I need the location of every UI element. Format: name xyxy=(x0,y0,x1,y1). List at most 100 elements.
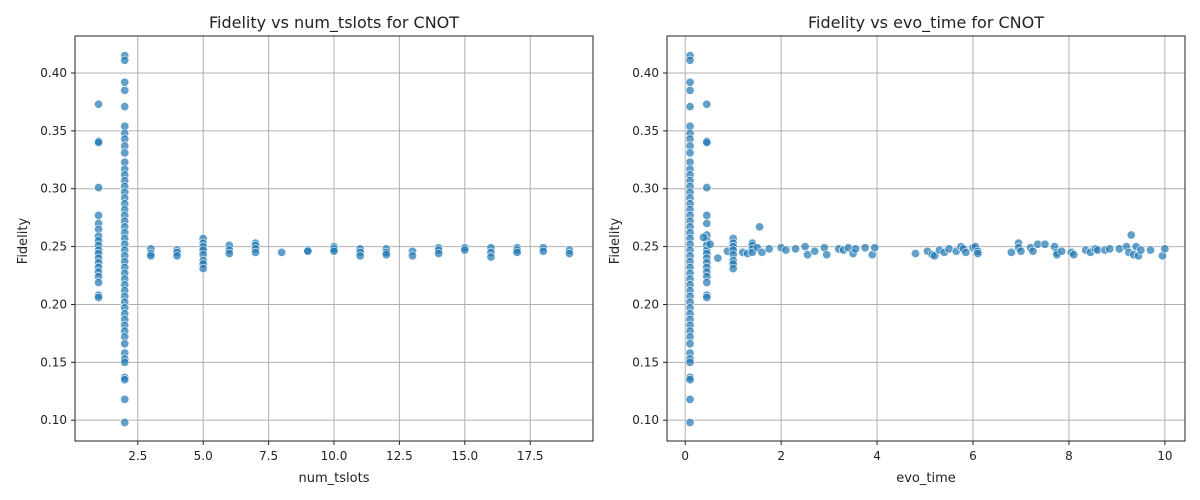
data-point xyxy=(973,249,983,259)
y-tick-label: 0.15 xyxy=(40,355,67,369)
data-point xyxy=(1126,230,1136,240)
data-point xyxy=(512,247,522,257)
data-point xyxy=(94,277,104,287)
data-point xyxy=(564,249,574,259)
data-point xyxy=(860,243,870,253)
data-point xyxy=(702,277,712,287)
data-point xyxy=(702,183,712,193)
y-tick-label: 0.40 xyxy=(632,66,659,80)
data-point xyxy=(120,148,130,158)
data-point xyxy=(702,99,712,109)
data-point xyxy=(910,249,920,259)
data-point xyxy=(120,357,130,367)
data-point xyxy=(961,247,971,257)
grid-lines xyxy=(75,36,593,441)
data-point xyxy=(870,243,880,253)
data-point xyxy=(1040,239,1050,249)
data-point xyxy=(702,218,712,228)
data-point xyxy=(434,249,444,259)
data-point xyxy=(94,293,104,303)
x-tick-label: 2.5 xyxy=(128,449,147,463)
data-point xyxy=(764,244,774,254)
chart-title: Fidelity vs evo_time for CNOT xyxy=(808,13,1044,33)
y-axis-label: Fidelity xyxy=(608,217,623,264)
data-point xyxy=(1136,245,1146,255)
data-point xyxy=(1145,245,1155,255)
y-tick-label: 0.30 xyxy=(632,182,659,196)
data-point xyxy=(713,253,723,263)
y-tick-label: 0.20 xyxy=(40,297,67,311)
data-point xyxy=(407,251,417,261)
data-point xyxy=(702,293,712,303)
data-point xyxy=(791,244,801,254)
y-axis-label: Fidelity xyxy=(16,217,31,264)
chart-panel-num-tslots: Fidelity vs num_tslots for CNOT num_tslo… xyxy=(16,13,594,486)
y-tick-label: 0.25 xyxy=(632,240,659,254)
data-point xyxy=(800,242,810,252)
data-point xyxy=(822,250,832,260)
data-point xyxy=(94,99,104,109)
plot-frame xyxy=(666,35,1186,442)
chart-panel-evo-time: Fidelity vs evo_time for CNOT evo_time F… xyxy=(608,13,1186,486)
data-point xyxy=(755,222,765,232)
data-point xyxy=(685,102,695,112)
data-point xyxy=(460,245,470,255)
data-point xyxy=(224,249,234,259)
data-point xyxy=(850,244,860,254)
data-point xyxy=(930,251,940,261)
y-tick-label: 0.40 xyxy=(40,66,67,80)
data-point xyxy=(1057,246,1067,256)
data-point xyxy=(685,417,695,427)
data-point xyxy=(538,246,548,256)
y-tick-label: 0.35 xyxy=(632,124,659,138)
x-tick-label: 2 xyxy=(777,449,785,463)
data-point xyxy=(94,210,104,220)
data-point xyxy=(1028,246,1038,256)
data-point xyxy=(705,239,715,249)
data-point xyxy=(757,247,767,257)
data-point xyxy=(685,394,695,404)
data-point xyxy=(251,247,261,257)
data-point xyxy=(120,77,130,87)
data-point xyxy=(94,183,104,193)
data-point xyxy=(803,250,813,260)
data-point xyxy=(702,137,712,147)
data-point xyxy=(685,55,695,65)
data-point xyxy=(685,375,695,385)
data-point xyxy=(685,357,695,367)
x-tick-label: 0 xyxy=(681,449,689,463)
data-point xyxy=(685,77,695,87)
data-point xyxy=(781,245,791,255)
chart-title: Fidelity vs num_tslots for CNOT xyxy=(209,13,459,33)
data-point xyxy=(702,210,712,220)
data-point xyxy=(120,375,130,385)
x-tick-label: 17.5 xyxy=(517,449,544,463)
data-point xyxy=(94,137,104,147)
y-tick-label: 0.30 xyxy=(40,182,67,196)
data-point xyxy=(303,246,313,256)
x-tick-label: 10.0 xyxy=(321,449,348,463)
data-point xyxy=(1105,244,1115,254)
y-tick-label: 0.20 xyxy=(632,297,659,311)
x-tick-label: 10 xyxy=(1157,449,1172,463)
data-point xyxy=(329,246,339,256)
data-point xyxy=(685,85,695,95)
x-axis-label: num_tslots xyxy=(299,471,370,486)
x-tick-label: 15.0 xyxy=(451,449,478,463)
data-point xyxy=(120,55,130,65)
x-tick-label: 5.0 xyxy=(194,449,213,463)
data-point xyxy=(172,251,182,261)
data-point xyxy=(277,247,287,257)
x-tick-label: 8 xyxy=(1065,449,1073,463)
x-tick-label: 4 xyxy=(873,449,881,463)
data-point xyxy=(810,246,820,256)
data-point xyxy=(120,417,130,427)
x-tick-label: 12.5 xyxy=(386,449,413,463)
axis-ticks: 0 2 4 6 8 10 0.10 0.15 0.20 0.25 0.30 0.35 0.40 xyxy=(632,66,1172,463)
data-point xyxy=(1006,247,1016,257)
data-point xyxy=(198,264,208,274)
data-point xyxy=(120,394,130,404)
y-tick-label: 0.25 xyxy=(40,240,67,254)
x-axis-label: evo_time xyxy=(896,471,956,486)
